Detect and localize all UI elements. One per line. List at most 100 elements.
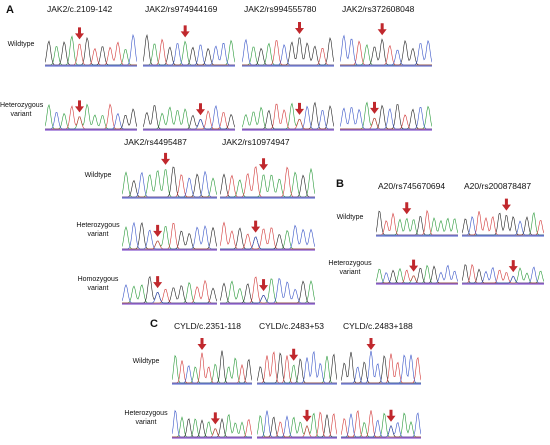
column-title: JAK2/rs974944169 [145,4,218,14]
column-title: JAK2/rs10974947 [222,137,290,147]
trace [143,34,235,66]
trace [172,350,252,384]
arrow [197,338,207,350]
arrow [295,102,304,115]
row-label: Wildtype [132,358,160,365]
chromatogram [257,409,337,439]
trace [242,105,334,130]
trace [341,350,421,384]
chromatogram [143,103,235,131]
trace [45,103,137,130]
trace [257,350,337,384]
chromatogram [122,275,217,305]
arrow [386,409,396,422]
chromatogram [242,101,334,131]
chromatogram [220,158,315,199]
arrow [259,279,269,292]
column-title: A20/rs200878487 [464,181,532,191]
chromatogram [220,220,315,251]
panel-label: C [150,318,158,330]
column-title: JAK2/rs4495487 [124,137,187,147]
column-title: CYLD/c.2483+188 [343,321,413,331]
trace [462,212,544,236]
chromatogram [172,409,252,439]
trace [122,275,217,304]
arrow [366,338,376,350]
trace [122,279,217,304]
chromatogram [45,27,137,67]
trace [220,166,315,198]
trace [172,354,252,384]
chromatogram [462,260,544,285]
arrow [409,259,419,272]
arrow [508,260,518,273]
chromatogram [341,409,421,439]
trace [122,166,217,198]
trace [220,221,315,250]
trace [340,114,432,130]
arrow [210,412,220,425]
trace [376,210,458,236]
row-label: Heterozygous variant [124,410,168,426]
arrow [295,22,304,34]
chromatogram [376,202,458,237]
column-title: CYLD/c.2351-118 [174,321,241,331]
trace [242,37,334,66]
trace [462,211,544,236]
arrow [402,202,412,215]
arrow [251,220,261,233]
arrow [377,23,387,36]
chromatogram [143,25,235,67]
trace [143,105,235,130]
trace [45,36,137,66]
trace [376,269,458,284]
column-title: A20/rs745670694 [378,181,446,191]
column-title: JAK2/rs994555780 [244,4,317,14]
row-label: Heterozygous variant [328,260,372,276]
trace [376,264,458,284]
trace [340,34,432,66]
chromatogram [341,338,421,385]
chromatogram [122,221,217,251]
arrow [370,101,379,114]
trace [462,263,544,284]
arrow [153,224,163,237]
trace [172,365,252,384]
trace [242,102,334,130]
column-title: JAK2/rs372608048 [342,4,415,14]
row-label: Heterozygous variant [76,222,120,238]
arrow [302,409,312,422]
chromatogram [340,23,432,67]
trace [242,38,334,66]
trace [172,409,252,438]
arrow [75,27,84,40]
trace [45,33,137,66]
row-label: Wildtype [84,172,112,179]
arrow [259,158,269,171]
trace [122,284,217,304]
trace [45,103,137,130]
row-label: Wildtype [7,41,35,48]
trace [143,104,235,130]
chromatogram [220,276,315,305]
arrow [289,348,299,361]
trace [257,410,337,438]
arrow [180,25,190,38]
chromatogram [257,348,337,385]
chromatogram [122,152,217,199]
chromatogram [462,198,544,237]
trace [462,266,544,284]
trace [172,352,252,384]
panel-label: B [336,178,344,190]
row-label: Wildtype [336,214,364,221]
chromatogram [172,338,252,385]
trace [341,353,421,384]
chromatogram [45,100,137,131]
arrow [196,103,205,116]
trace [45,112,137,130]
trace [122,170,217,198]
arrow [161,152,171,165]
chromatogram [376,259,458,285]
arrow [501,198,511,211]
